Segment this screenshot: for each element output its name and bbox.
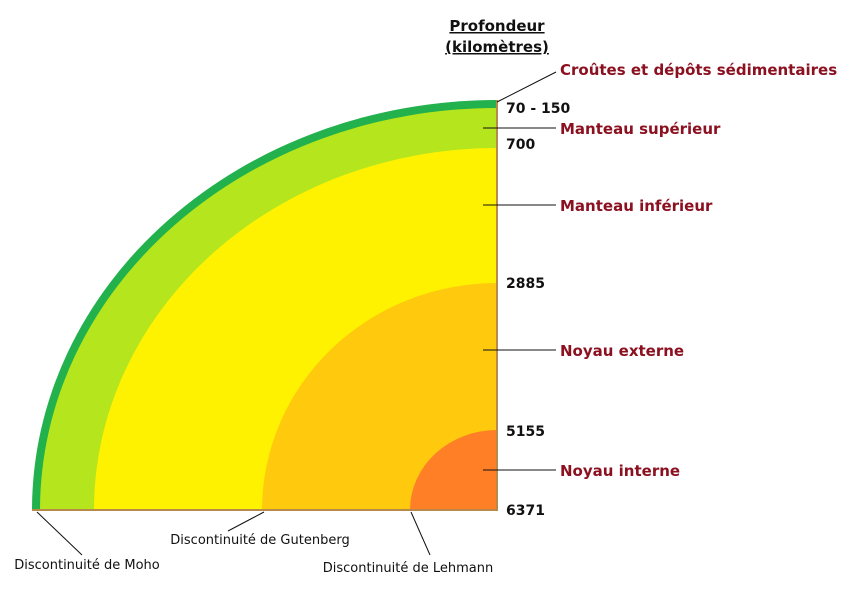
- leader-line: [227, 511, 265, 532]
- depth-label: 700: [506, 137, 535, 153]
- depth-label: 2885: [506, 276, 545, 292]
- header-title: Profondeur: [449, 17, 545, 35]
- discontinuity-label: Discontinuité de Lehmann: [323, 561, 494, 576]
- depth-label: 5155: [506, 424, 545, 440]
- inner-core: [410, 430, 497, 510]
- layer-label: Manteau supérieur: [560, 120, 721, 138]
- layer-label: Manteau inférieur: [560, 197, 713, 215]
- header-subtitle: (kilomètres): [445, 38, 549, 56]
- layer-label: Noyau externe: [560, 342, 684, 360]
- layer-label: Croûtes et dépôts sédimentaires: [560, 61, 837, 79]
- leader-line: [36, 511, 83, 556]
- layer-label: Noyau interne: [560, 462, 680, 480]
- discontinuity-label: Discontinuité de Gutenberg: [170, 533, 349, 548]
- depth-label: 70 - 150: [506, 101, 571, 117]
- leader-line: [410, 511, 431, 556]
- leader-line: [496, 71, 557, 103]
- discontinuity-label: Discontinuité de Moho: [14, 558, 160, 573]
- depth-label: 6371: [506, 503, 545, 519]
